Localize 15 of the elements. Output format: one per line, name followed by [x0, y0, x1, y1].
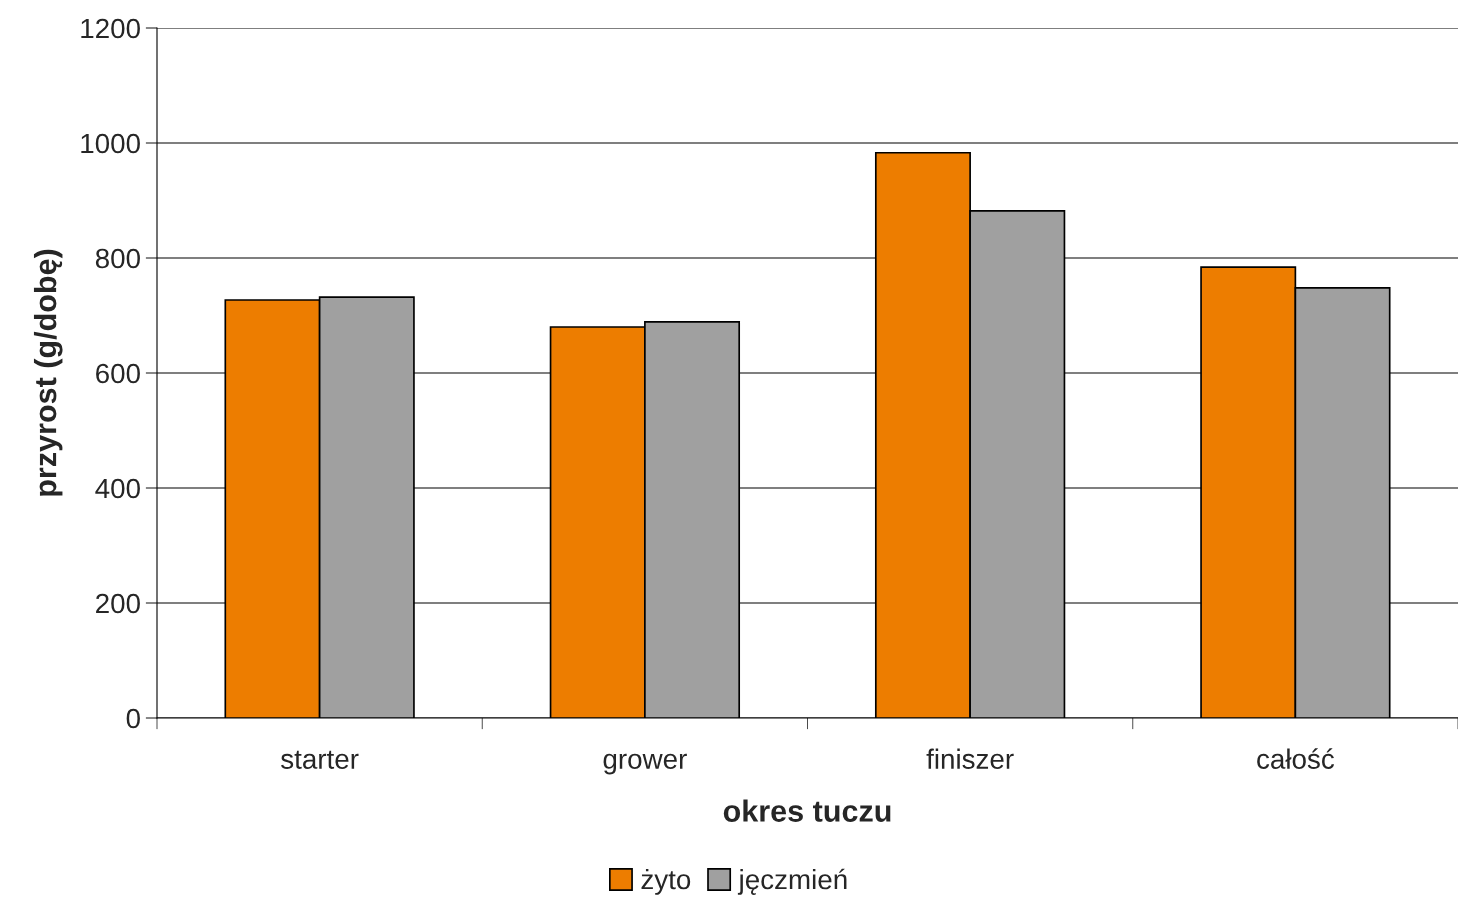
x-axis-title: okres tuczu: [723, 799, 891, 822]
x-tick-label: grower: [603, 753, 687, 775]
x-tick-label: całość: [1257, 748, 1335, 769]
y-tick-label: 800: [95, 248, 140, 269]
y-tick-label: 400: [95, 478, 140, 499]
y-tick-label: 600: [96, 363, 140, 384]
y-tick-label: 1000: [81, 133, 140, 154]
legend-label: żyto: [641, 868, 691, 895]
y-tick-label: 1200: [81, 18, 140, 39]
x-tick-label: starter: [281, 750, 359, 769]
y-tick-label: 200: [96, 593, 140, 614]
y-tick-label: 0: [126, 708, 140, 729]
legend-label: jęczmień: [737, 868, 847, 895]
x-tick-label: finiszer: [926, 748, 1014, 769]
y-axis-title: przyrost (g/dobę): [33, 249, 63, 496]
